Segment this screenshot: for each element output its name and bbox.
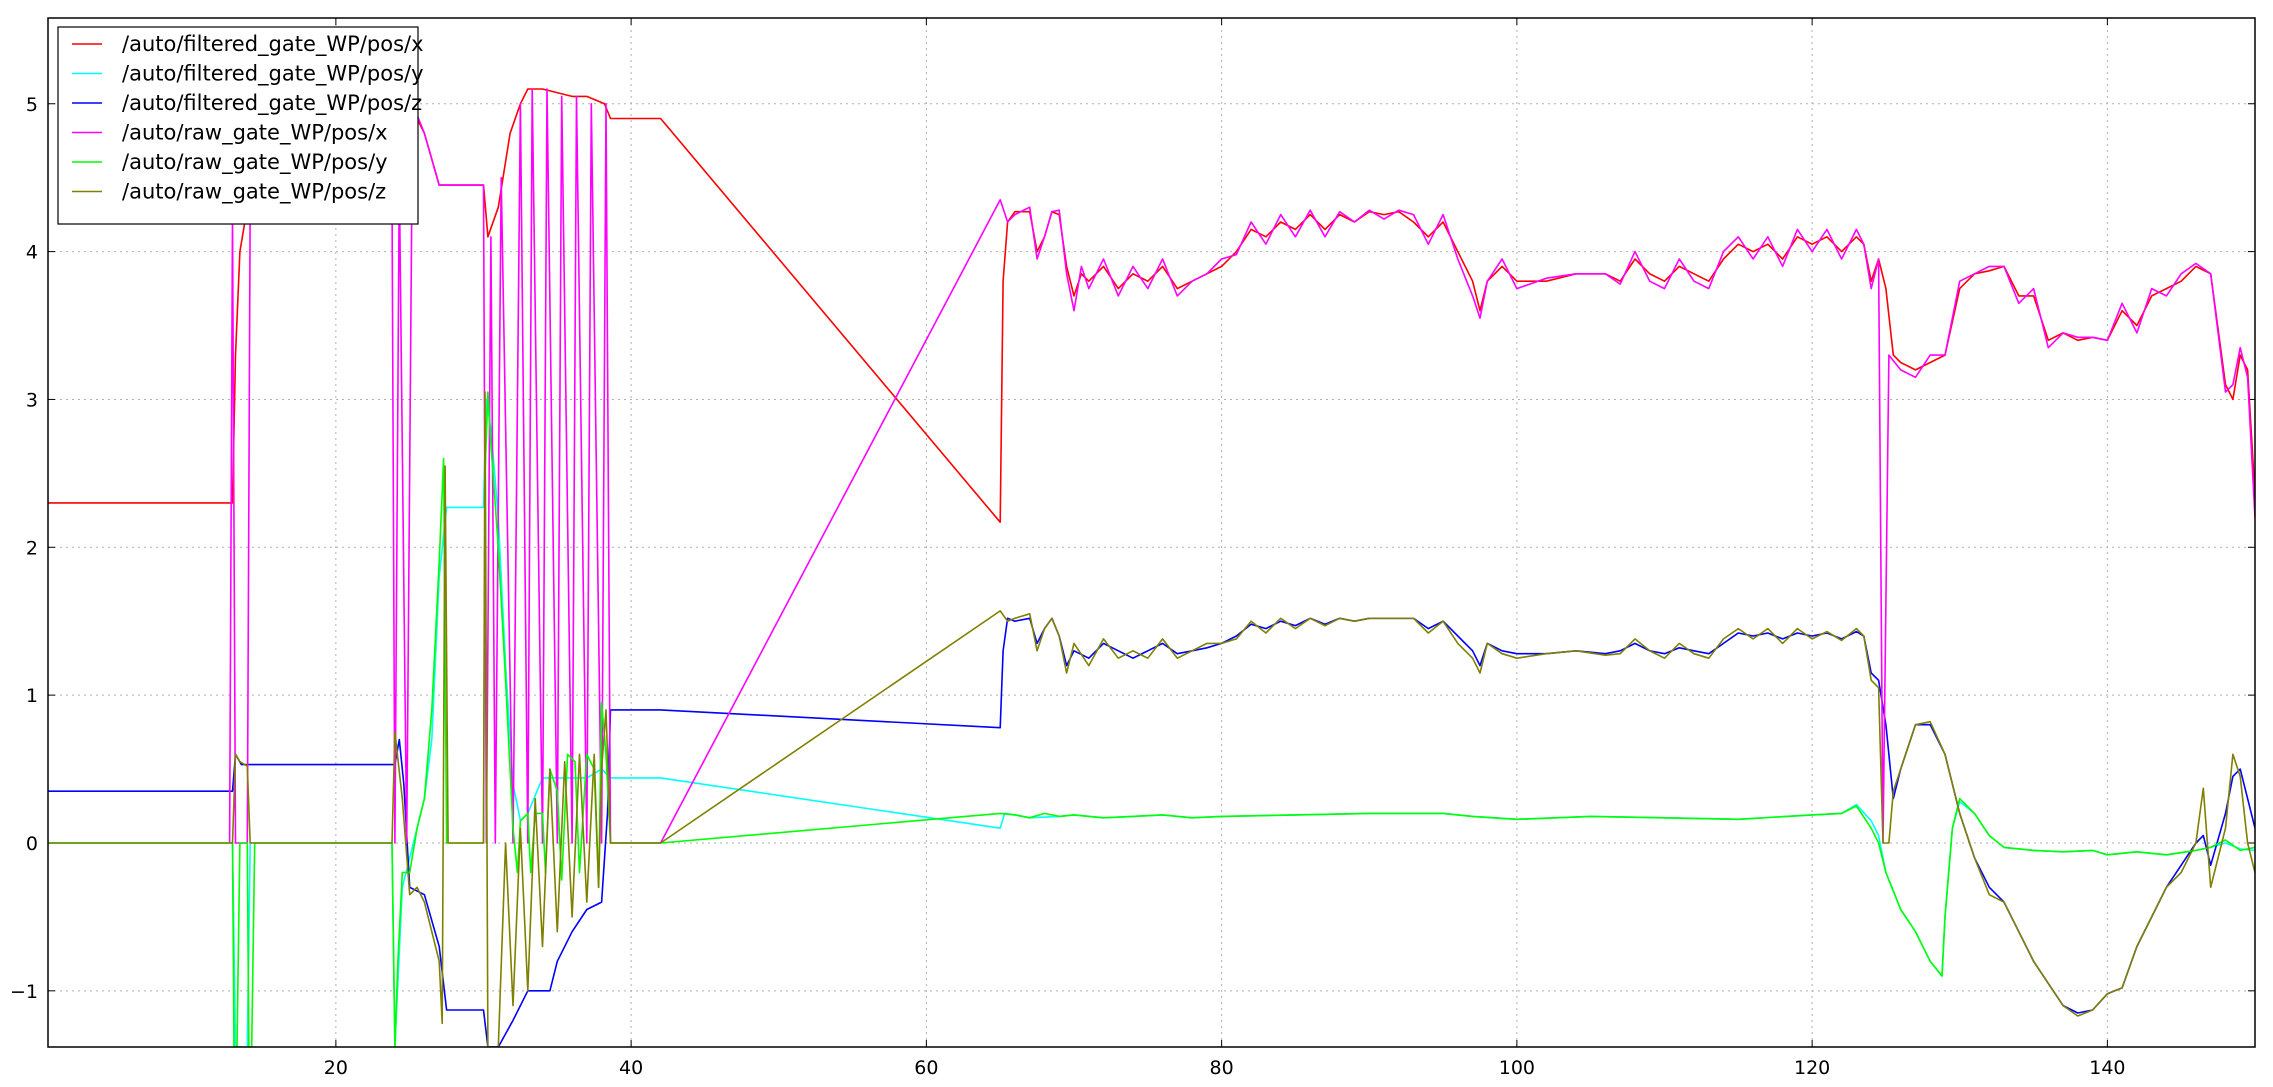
legend-entry-label: /auto/raw_gate_WP/pos/x (122, 121, 388, 146)
legend: /auto/filtered_gate_WP/pos/x/auto/filter… (57, 26, 424, 225)
y-tick-label: −1 (10, 981, 38, 1003)
series-line-6 (48, 391, 2255, 1047)
y-tick-label: 2 (26, 537, 38, 559)
legend-entry-label: /auto/raw_gate_WP/pos/z (122, 180, 386, 205)
x-tick-label: 20 (324, 1057, 348, 1079)
y-tick-label: 1 (26, 685, 38, 707)
x-tick-label: 60 (914, 1057, 938, 1079)
x-tick-label: 120 (1794, 1057, 1830, 1079)
series-line-4 (228, 88, 2255, 844)
y-tick-label: 3 (26, 389, 38, 411)
y-tick-label: 0 (26, 833, 38, 855)
legend-box (57, 26, 419, 225)
legend-entry-label: /auto/filtered_gate_WP/pos/y (122, 62, 424, 87)
x-tick-label: 100 (1499, 1057, 1535, 1079)
plot-frame (47, 17, 2256, 1048)
legend-entry-label: /auto/filtered_gate_WP/pos/z (122, 91, 422, 116)
series-lines (48, 88, 2255, 1047)
x-tick-label: 140 (2089, 1057, 2125, 1079)
y-tick-label: 5 (26, 94, 38, 116)
x-tick-label: 80 (1210, 1057, 1234, 1079)
legend-entry-label: /auto/filtered_gate_WP/pos/x (122, 32, 424, 57)
x-tick-label: 40 (619, 1057, 643, 1079)
y-tick-label: 4 (26, 242, 38, 264)
legend-entry-label: /auto/raw_gate_WP/pos/y (122, 150, 388, 175)
axis-ticks: 20 40 60 80 100 120 140 −1 0 1 2 3 4 5 (10, 18, 2255, 1079)
